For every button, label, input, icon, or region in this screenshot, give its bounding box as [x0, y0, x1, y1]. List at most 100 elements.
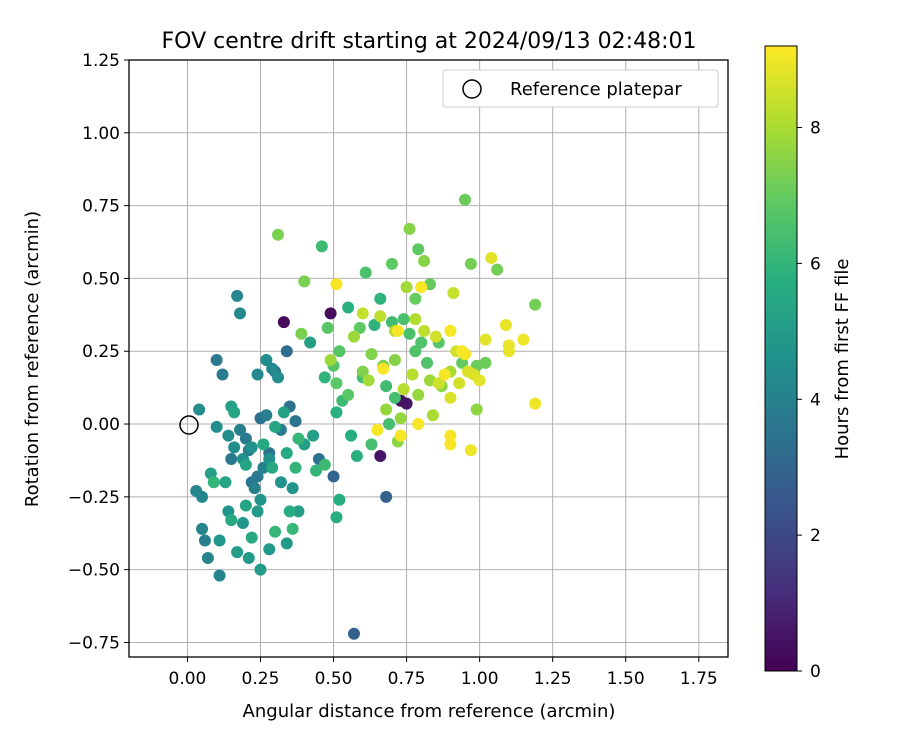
data-point — [362, 374, 375, 387]
data-point — [269, 420, 282, 433]
data-point — [295, 327, 308, 340]
data-point — [353, 321, 366, 334]
data-point — [374, 310, 387, 323]
data-point — [196, 490, 209, 503]
colorbar-tick-label: 2 — [810, 526, 821, 546]
data-point — [234, 423, 247, 436]
data-point — [236, 517, 249, 530]
data-point — [479, 356, 492, 369]
data-point — [421, 356, 434, 369]
data-point — [453, 377, 466, 390]
data-point — [280, 537, 293, 550]
colorbar — [764, 45, 798, 672]
data-point — [473, 374, 486, 387]
data-point — [406, 368, 419, 381]
y-tick-label: 0.00 — [82, 415, 120, 435]
data-point — [403, 327, 416, 340]
data-point — [397, 383, 410, 396]
data-point — [251, 368, 264, 381]
data-point — [201, 551, 214, 564]
legend-marker — [462, 79, 482, 99]
data-point — [374, 450, 387, 463]
data-point — [251, 505, 264, 518]
data-point — [260, 409, 273, 422]
data-point — [394, 429, 407, 442]
data-point — [383, 418, 396, 431]
data-point — [280, 345, 293, 358]
data-point — [409, 292, 422, 305]
data-point — [359, 266, 372, 279]
data-point — [207, 476, 220, 489]
x-axis-label: Angular distance from reference (arcmin) — [243, 701, 616, 722]
data-point — [298, 275, 311, 288]
data-point — [239, 499, 252, 512]
data-point — [470, 403, 483, 416]
data-point — [254, 563, 267, 576]
colorbar-tick-label: 4 — [810, 390, 821, 410]
data-point — [327, 470, 340, 483]
data-point — [318, 371, 331, 384]
data-point — [222, 429, 235, 442]
data-point — [365, 348, 378, 361]
colorbar-label: Hours from first FF file — [832, 259, 853, 460]
plot-frame — [128, 59, 729, 658]
x-tick-label: 1.00 — [461, 669, 499, 689]
y-tick-label: 0.25 — [82, 342, 120, 362]
data-point — [409, 313, 422, 326]
data-point — [289, 461, 302, 474]
data-point — [380, 403, 393, 416]
colorbar-tick-label: 8 — [810, 119, 821, 139]
data-point — [216, 368, 229, 381]
data-point — [219, 476, 232, 489]
data-point — [444, 429, 457, 442]
data-point — [491, 263, 504, 276]
data-point — [283, 505, 296, 518]
y-axis-label: Rotation from reference (arcmin) — [22, 211, 43, 507]
legend-label: Reference platepar — [510, 79, 682, 100]
data-point — [391, 324, 404, 337]
data-point — [266, 461, 279, 474]
data-point — [485, 252, 498, 265]
data-point — [479, 333, 492, 346]
data-point — [459, 193, 472, 206]
data-point — [459, 348, 472, 361]
data-point — [426, 409, 439, 422]
data-point — [292, 432, 305, 445]
data-point — [266, 362, 279, 375]
chart-title: FOV centre drift starting at 2024/09/13 … — [162, 29, 697, 54]
data-point — [198, 534, 211, 547]
scatter-points — [190, 193, 542, 640]
data-point — [342, 388, 355, 401]
data-point — [277, 316, 290, 329]
data-point — [318, 458, 331, 471]
data-point — [228, 406, 241, 419]
data-point — [333, 493, 346, 506]
data-point — [409, 345, 422, 358]
data-point — [418, 324, 431, 337]
y-tick-label: 0.75 — [82, 197, 120, 217]
data-point — [307, 429, 320, 442]
x-tick-label: 0.75 — [388, 669, 426, 689]
data-point — [502, 345, 515, 358]
data-point — [213, 569, 226, 582]
data-point — [412, 418, 425, 431]
data-point — [289, 415, 302, 428]
data-point — [321, 321, 334, 334]
y-tick-label: −0.75 — [68, 633, 120, 653]
data-point — [374, 292, 387, 305]
data-point — [415, 281, 428, 294]
data-point — [245, 531, 258, 544]
data-point — [330, 377, 343, 390]
data-point — [245, 441, 258, 454]
data-point — [257, 461, 270, 474]
reference-marker — [179, 415, 199, 435]
data-point — [350, 450, 363, 463]
data-point — [242, 551, 255, 564]
data-point — [447, 286, 460, 299]
data-point — [400, 281, 413, 294]
data-point — [254, 493, 267, 506]
colorbar-ticks: 0 2 4 6 8 — [797, 119, 821, 682]
data-point — [330, 406, 343, 419]
data-point — [380, 490, 393, 503]
data-point — [231, 546, 244, 559]
